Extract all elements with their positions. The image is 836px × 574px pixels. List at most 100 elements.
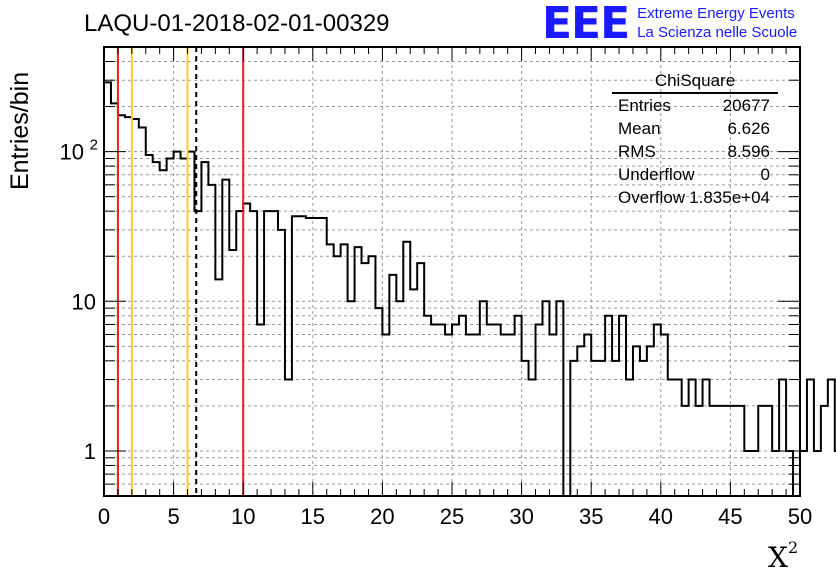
stats-row-mean: Mean 6.626 [612,117,778,140]
y-axis-label: Entries/bin [6,71,34,190]
histogram-bin [215,279,222,496]
histogram-bin [264,211,271,496]
histogram-bin [278,230,285,496]
y-tick-label: 10 [72,289,96,314]
histogram-bin [549,334,556,496]
histogram-bin [598,361,605,496]
histogram-bin [466,334,473,496]
histogram-bin [320,218,327,496]
eee-logo-text: Extreme Energy Events La Scienza nelle S… [637,4,797,42]
histogram-bin [647,346,654,496]
x-axis-label-sup: 2 [787,538,799,557]
x-axis-label-base: X [768,541,788,574]
stats-row-underflow: Underflow 0 [612,163,778,186]
histogram-bin [431,324,438,496]
histogram-bin [292,216,299,496]
histogram-bin [382,334,389,496]
histogram-bin [487,324,494,496]
histogram-bin [473,334,480,496]
stats-row-overflow: Overflow 1.835e+04 [612,186,778,209]
histogram-bin [118,115,125,496]
histogram-bin [257,324,264,496]
histogram-bin [821,406,828,496]
stats-value: 0 [760,165,770,184]
histogram-bin [334,256,341,496]
histogram-bin [285,380,292,496]
eee-logo-mark: EEE [542,0,630,49]
x-tick-label: 10 [231,504,255,529]
histogram-bin [306,218,313,496]
grid-lines [104,47,800,496]
stats-value: 8.596 [727,142,770,161]
histogram-bin [703,380,710,496]
x-tick-label: 15 [301,504,325,529]
stats-row-entries: Entries 20677 [612,94,778,117]
histogram-bin [222,180,229,496]
histogram-bin [250,211,257,496]
histogram-bin [355,247,362,496]
histogram-bin [146,155,153,496]
histogram-bin [556,301,563,496]
histogram-bin [626,380,633,496]
stats-label: Underflow [618,165,695,184]
histogram-bin [174,152,181,496]
stats-title: ChiSquare [612,70,778,94]
histogram-bin [139,127,146,496]
histogram-bin [612,361,619,496]
histogram-bin [522,361,529,496]
y-tick-label-exponent: 2 [90,137,98,154]
stats-value: 20677 [722,96,770,115]
histogram-bin [445,334,452,496]
histogram-bin [132,119,139,496]
stats-label: Entries [618,96,671,115]
x-tick-label: 45 [718,504,742,529]
y-tick-label: 1 [84,439,96,464]
histogram-bin [661,334,668,496]
histogram-bin [654,324,661,496]
histogram-bin [104,82,111,496]
stats-box: ChiSquare Entries 20677 Mean 6.626 RMS 8… [612,70,778,209]
x-tick-label: 20 [370,504,394,529]
histogram-bin [348,301,355,496]
histogram-bin [828,380,835,496]
stats-value: 6.626 [727,119,770,138]
histogram-bin [271,211,278,496]
reference-lines [116,47,245,496]
histogram-bin [243,204,250,496]
histogram-bin [591,361,598,496]
histogram-bin [584,334,591,496]
logo-line-1: Extreme Energy Events [637,5,795,22]
histogram-bin [160,170,167,496]
logo-line-2: La Scienza nelle Scuole [637,24,798,41]
histogram-bin [368,256,375,496]
histogram-bin [452,324,459,496]
histogram-bin [633,346,640,496]
histogram-bin [800,451,807,496]
axes: 0 5 10 15 20 25 30 35 40 45 50 1 10 10 2 [60,46,812,529]
histogram-bin [570,361,577,496]
histogram-bin [480,301,487,496]
histogram-bin [188,152,195,496]
histogram-bin [111,103,118,496]
eee-logo: EEE Extreme Energy Events La Scienza nel… [542,2,797,46]
stats-label: Mean [618,119,661,138]
histogram-bin [201,162,208,496]
histogram-bin [236,211,243,496]
x-tick-label: 0 [98,504,110,529]
stats-label: Overflow [618,188,686,207]
histogram-bin [542,301,549,496]
x-tick-label: 50 [788,504,812,529]
histogram-bin [375,308,382,496]
histogram-bin [577,346,584,496]
histogram-bin [299,216,306,496]
histogram-bin [181,158,188,496]
histogram-bin [640,361,647,496]
histogram-bin [494,324,501,496]
histogram-bin [668,380,675,496]
x-tick-label: 5 [167,504,179,529]
x-tick-label: 30 [509,504,533,529]
histogram-bin [501,334,508,496]
histogram-bin [153,162,160,496]
histogram-bin [167,158,174,496]
